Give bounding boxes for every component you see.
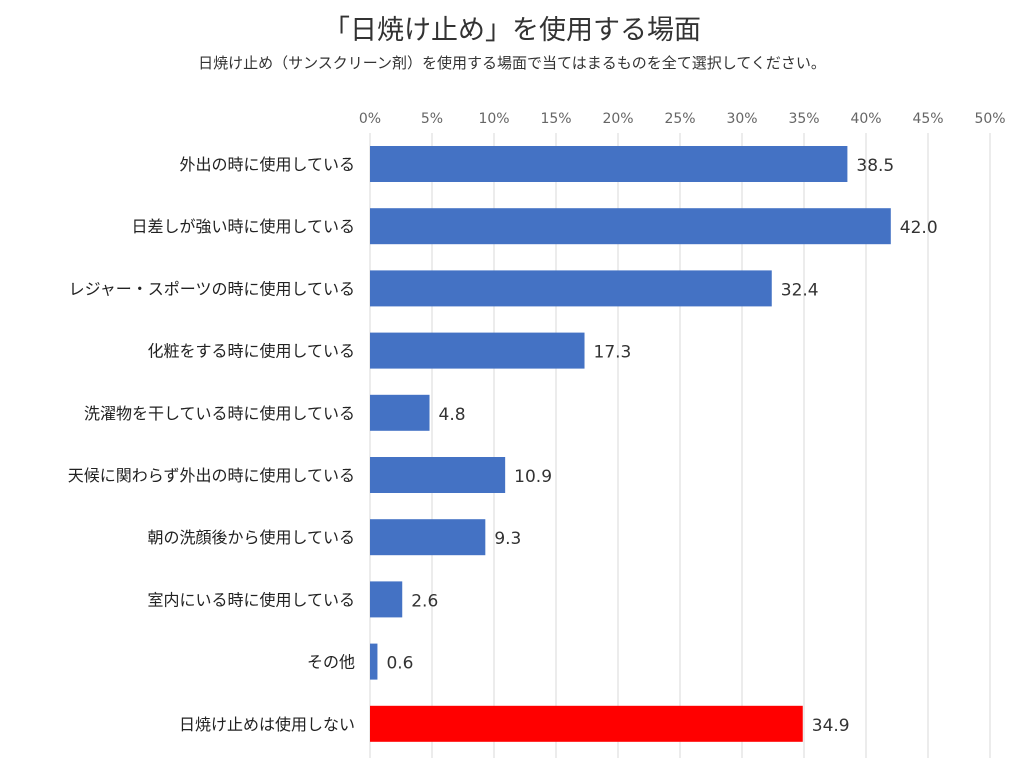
x-tick-label: 40% <box>850 111 881 127</box>
x-tick-label: 30% <box>726 111 757 127</box>
category-label: 外出の時に使用している <box>179 155 355 174</box>
data-label: 38.5 <box>856 156 894 176</box>
category-label: 朝の洗顔後から使用している <box>147 528 355 547</box>
x-axis-tick-labels: 0% 5% 10% 15% 20% 25% 30% 35% 40% 45% 50% <box>359 111 1006 127</box>
bar <box>370 394 430 431</box>
data-label: 9.3 <box>494 529 521 549</box>
x-tick-label: 20% <box>602 111 633 127</box>
data-label: 34.9 <box>812 716 850 736</box>
bar <box>370 643 378 680</box>
bar <box>370 332 585 369</box>
data-labels: 38.5 42.0 32.4 17.3 4.8 10.9 9.3 2.6 0.6 34.9 <box>386 156 937 736</box>
x-tick-label: 10% <box>478 111 509 127</box>
bars <box>370 146 891 742</box>
category-label: 天候に関わらず外出の時に使用している <box>68 466 355 485</box>
x-tick-label: 50% <box>974 111 1005 127</box>
data-label: 32.4 <box>781 280 819 300</box>
x-tick-label: 45% <box>912 111 943 127</box>
category-label: 日焼け止めは使用しない <box>179 715 355 734</box>
category-label: レジャー・スポーツの時に使用している <box>69 279 355 298</box>
category-labels: 外出の時に使用している日差しが強い時に使用しているレジャー・スポーツの時に使用し… <box>68 155 355 734</box>
bar <box>370 270 772 307</box>
bar <box>370 705 803 742</box>
bar <box>370 208 891 245</box>
bar <box>370 519 486 556</box>
data-label: 0.6 <box>386 654 413 674</box>
data-label: 17.3 <box>594 343 632 363</box>
x-tick-label: 15% <box>540 111 571 127</box>
category-label: 室内にいる時に使用している <box>147 590 355 609</box>
category-label: 化粧をする時に使用している <box>147 342 355 361</box>
category-label: その他 <box>307 653 355 672</box>
data-label: 4.8 <box>439 405 466 425</box>
chart-subtitle: 日焼け止め（サンスクリーン剤）を使用する場面で当てはまるものを全て選択してくださ… <box>198 54 826 72</box>
data-label: 42.0 <box>900 218 938 238</box>
data-label: 2.6 <box>411 591 438 611</box>
bar <box>370 581 403 618</box>
x-tick-label: 25% <box>664 111 695 127</box>
category-label: 日差しが強い時に使用している <box>131 217 355 236</box>
bar <box>370 146 848 182</box>
bar <box>370 457 506 493</box>
category-label: 洗濯物を干している時に使用している <box>84 404 355 423</box>
x-tick-label: 5% <box>421 111 443 127</box>
chart-title: 「日焼け止め」を使用する場面 <box>323 15 701 46</box>
x-tick-label: 0% <box>359 111 381 127</box>
x-tick-label: 35% <box>788 111 819 127</box>
data-label: 10.9 <box>514 467 552 487</box>
